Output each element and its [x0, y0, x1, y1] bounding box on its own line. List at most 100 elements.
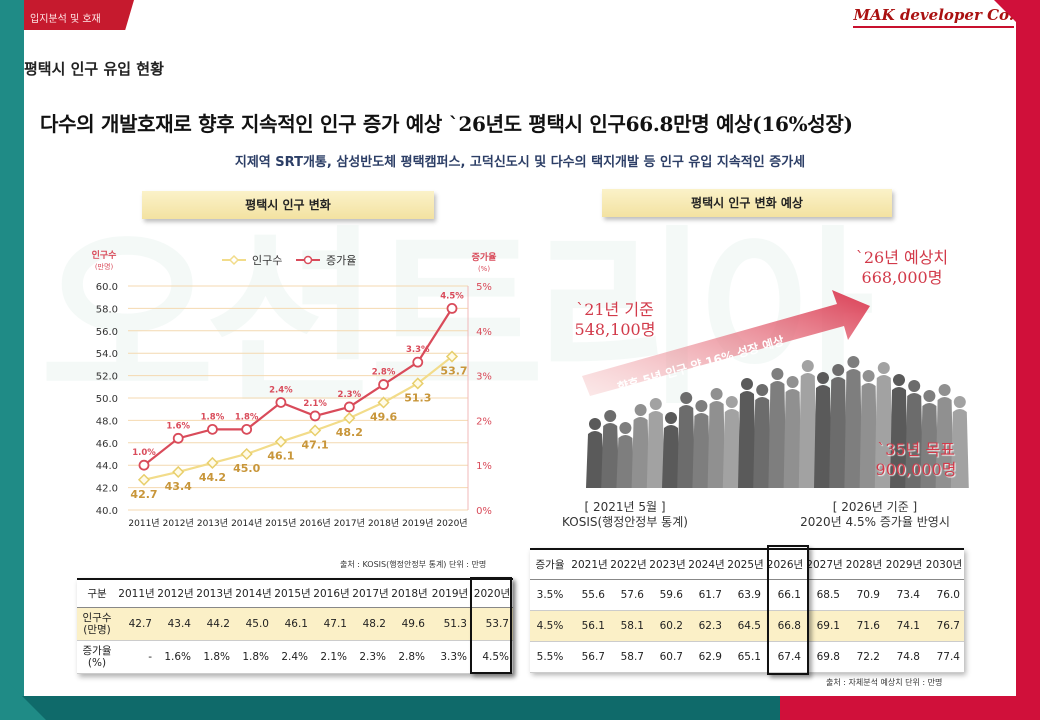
data-label-population: 49.6: [370, 410, 397, 423]
x-tick-label: 2012년: [163, 518, 194, 529]
left-table-header-row: 구분 2011년 2012년 2013년 2014년 2015년 2016년 2017년 201…: [77, 578, 513, 608]
right-table-cell: 3.5%: [530, 579, 570, 611]
y-tick-label: 54.0: [96, 349, 118, 360]
y-tick-label: 60.0: [96, 282, 118, 293]
y-axis-unit: (만명): [95, 262, 114, 271]
right-table-cell: 77.4: [924, 641, 964, 673]
person-silhouette-icon: [649, 398, 662, 410]
frame-bottom-bar: [0, 696, 1040, 720]
data-label-population: 53.7: [440, 365, 467, 378]
right-panel-title: 평택시 인구 변화 예상: [602, 189, 892, 217]
data-point-growth-rate: [412, 356, 424, 368]
left-header-cell: 2020년: [471, 578, 513, 608]
y2-tick-label: 1%: [476, 461, 492, 472]
person-silhouette-icon: [783, 389, 802, 488]
right-table-header-row: 증가율 2021년 2022년 2023년 2024년 2025년 2026년 2027년 20…: [530, 548, 964, 580]
person-silhouette-icon: [923, 390, 936, 402]
left-header-cell: 구분: [77, 578, 117, 608]
person-silhouette-icon: [829, 377, 848, 488]
right-table-cell: 64.5: [726, 610, 765, 642]
person-silhouette-icon: [738, 391, 756, 488]
right-header-cell: 2027년: [805, 548, 844, 580]
left-table-cell: 2.3%: [351, 640, 390, 674]
legend-marker-circle-icon: [303, 255, 313, 265]
data-point-growth-rate: [138, 459, 150, 471]
x-tick-label: 2020년: [436, 518, 467, 529]
left-table-cell: 51.3: [429, 607, 471, 641]
right-table-row: 4.5% 56.1 58.1 60.2 62.3 64.5 66.8 69.1 71.6 74.1…: [530, 610, 964, 642]
data-label-growth-rate: 2.3%: [338, 390, 362, 400]
y-tick-label: 40.0: [96, 506, 118, 517]
data-point-population: [137, 473, 151, 486]
person-silhouette-icon: [722, 409, 741, 488]
data-label-growth-rate: 2.4%: [269, 385, 293, 395]
person-silhouette-icon: [935, 397, 954, 488]
right-table-cell: 74.8: [884, 641, 924, 673]
left-header-cell: 2016년: [312, 578, 351, 608]
person-silhouette-icon: [893, 374, 905, 386]
forecast-visual: 향후 5년 인구 약 16% 성장 예상: [582, 290, 969, 488]
y2-axis-unit: (%): [478, 265, 490, 273]
right-table-cell: 72.2: [844, 641, 884, 673]
x-tick-label: 2011년: [128, 518, 159, 529]
left-table-cell: 2.1%: [312, 640, 351, 674]
right-table-cell: 56.1: [570, 610, 609, 642]
left-table-cell: 47.1: [312, 607, 351, 641]
person-silhouette-icon: [710, 388, 723, 400]
person-silhouette-icon: [905, 393, 924, 488]
data-label-growth-rate: 1.8%: [201, 412, 225, 422]
data-point-population: [309, 424, 322, 437]
right-table-row: 3.5% 55.6 57.6 59.6 61.7 63.9 66.1 68.5 70.9 73.4…: [530, 579, 964, 611]
person-silhouette-icon: [677, 405, 696, 488]
caption-left-line1: [ 2021년 5월 ]: [584, 500, 666, 514]
data-label-population: 51.3: [404, 391, 431, 404]
person-silhouette-icon: [814, 385, 832, 488]
left-table-cell: 44.2: [195, 607, 234, 641]
left-header-cell: 2011년: [117, 578, 156, 608]
right-source-note: 출처 : 자체분석 예상치 단위 : 만명: [826, 678, 943, 687]
corner-accent-top-right: [994, 0, 1040, 46]
person-silhouette-icon: [920, 403, 939, 488]
left-source-note: 출처 : KOSIS(행정안정부 통계) 단위 : 만명: [340, 560, 487, 569]
data-point-growth-rate: [343, 401, 355, 413]
data-point-growth-rate: [309, 410, 321, 422]
brand-logo: MAK developer Co.: [853, 6, 1014, 28]
series-line-population: [143, 355, 453, 481]
data-point-growth-rate: [446, 303, 458, 314]
right-table-cell: 57.6: [609, 579, 648, 611]
data-point-population: [377, 396, 390, 409]
data-label-population: 47.1: [302, 438, 329, 451]
data-label-population: 46.1: [267, 450, 294, 463]
person-silhouette-icon: [695, 400, 708, 412]
left-header-cell: 2014년: [234, 578, 273, 608]
person-silhouette-icon: [786, 376, 799, 388]
y-tick-label: 48.0: [96, 416, 118, 427]
x-tick-label: 2014년: [231, 518, 262, 529]
data-point-growth-rate: [275, 397, 287, 408]
person-silhouette-icon: [665, 412, 677, 424]
corner-accent-bottom-left: [0, 674, 46, 720]
subheadline: 지제역 SRT개통, 삼성반도체 평택캠퍼스, 고덕신도시 및 다수의 택지개발…: [234, 155, 806, 170]
y-tick-label: 56.0: [96, 327, 118, 338]
right-header-cell: 2022년: [609, 548, 648, 580]
section-title: 평택시 인구 유입 현황: [24, 60, 164, 78]
right-table-cell: 65.1: [726, 641, 765, 673]
right-table-cell: 61.7: [687, 579, 726, 611]
x-tick-label: 2015년: [265, 518, 296, 529]
y-tick-label: 46.0: [96, 439, 118, 450]
right-table-row: 5.5% 56.7 58.7 60.7 62.9 65.1 67.4 69.8 72.2 74.8…: [530, 641, 964, 673]
caption-right: [ 2026년 기준 ] 2020년 4.5% 증가율 반영시: [780, 500, 970, 530]
frame-right-bar: [1016, 0, 1040, 720]
legend-label: 인구수: [252, 254, 282, 267]
right-header-cell: 2026년: [765, 548, 805, 580]
left-header-cell: 2012년: [156, 578, 195, 608]
label-2035-value: 900,000명: [875, 460, 957, 479]
right-table-cell: 58.1: [609, 610, 648, 642]
right-table-cell: 69.8: [805, 641, 844, 673]
data-point-population: [172, 465, 185, 478]
left-table-cell: 1.8%: [234, 640, 273, 674]
label-2035-title: `35년 목표: [877, 440, 955, 459]
y2-tick-label: 2%: [476, 416, 492, 427]
person-silhouette-icon: [753, 397, 772, 488]
data-label-growth-rate: 1.0%: [132, 448, 156, 458]
